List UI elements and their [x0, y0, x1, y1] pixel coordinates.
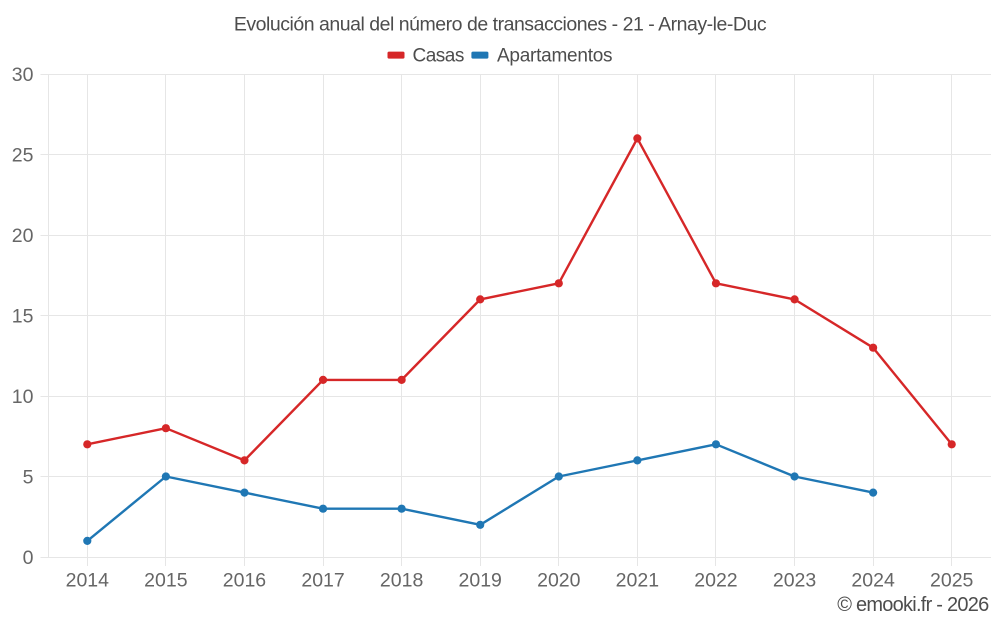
svg-text:15: 15 [12, 306, 34, 328]
svg-text:2018: 2018 [380, 570, 423, 592]
svg-text:0: 0 [23, 547, 34, 569]
svg-text:2016: 2016 [223, 570, 266, 592]
svg-text:Apartamentos: Apartamentos [497, 46, 612, 67]
svg-text:25: 25 [12, 145, 34, 167]
svg-text:2017: 2017 [301, 570, 344, 592]
svg-text:2020: 2020 [537, 570, 581, 592]
svg-text:Evolución anual del número de: Evolución anual del número de transaccio… [234, 13, 767, 35]
svg-text:© emooki.fr - 2026: © emooki.fr - 2026 [837, 594, 989, 616]
svg-text:2024: 2024 [851, 570, 895, 592]
svg-text:2023: 2023 [773, 570, 816, 592]
svg-text:2014: 2014 [66, 570, 110, 592]
svg-text:2021: 2021 [616, 570, 659, 592]
svg-text:10: 10 [12, 386, 34, 408]
svg-text:2015: 2015 [144, 570, 188, 592]
svg-text:2025: 2025 [930, 570, 974, 592]
svg-text:2019: 2019 [459, 570, 502, 592]
svg-text:2022: 2022 [694, 570, 737, 592]
svg-text:Casas: Casas [413, 46, 464, 67]
svg-text:30: 30 [12, 64, 34, 86]
svg-text:20: 20 [12, 225, 34, 247]
svg-text:5: 5 [23, 467, 34, 489]
